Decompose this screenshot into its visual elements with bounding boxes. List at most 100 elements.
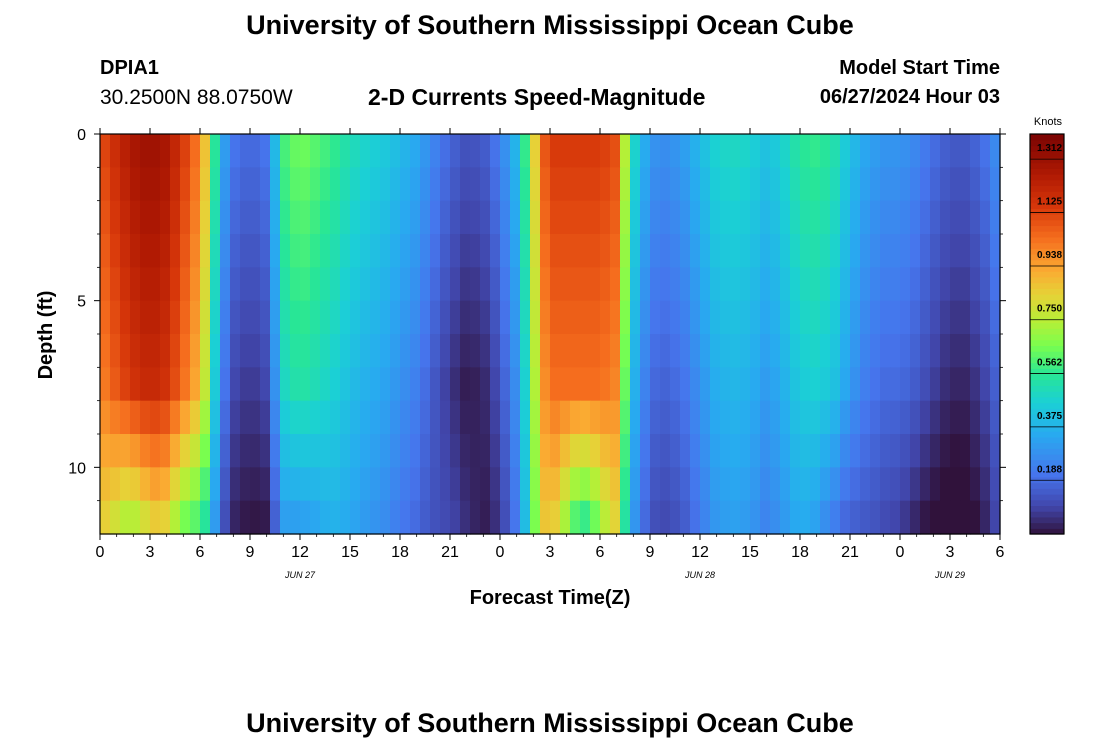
heatmap-cell [730, 234, 741, 268]
heatmap-cell [560, 267, 571, 302]
heatmap-cell [190, 267, 201, 302]
heatmap-cell [520, 367, 531, 402]
heatmap-cell [190, 200, 201, 235]
heatmap-cell [300, 400, 311, 435]
heatmap-cell [370, 467, 381, 502]
heatmap-cell [820, 234, 831, 268]
heatmap-cell [730, 334, 741, 368]
heatmap-cell [690, 434, 701, 468]
heatmap-cell [280, 134, 291, 168]
heatmap-cell [510, 267, 521, 302]
heatmap-cell [690, 367, 701, 402]
heatmap-cell [490, 367, 501, 402]
heatmap-cell [860, 434, 871, 468]
heatmap-cell [920, 167, 931, 202]
heatmap-cell [700, 267, 711, 302]
colorbar-tick-label: 1.312 [1037, 143, 1062, 154]
heatmap-cell [500, 134, 511, 168]
heatmap-cell [160, 267, 171, 302]
heatmap-cell [500, 434, 511, 468]
heatmap-cell [890, 200, 901, 235]
heatmap-cell [700, 167, 711, 202]
heatmap-cell [340, 300, 351, 335]
heatmap-cell [120, 500, 131, 535]
heatmap-cell [960, 267, 971, 302]
heatmap-cell [200, 134, 211, 168]
heatmap-cell [620, 300, 631, 335]
colorbar-segment [1030, 379, 1064, 387]
heatmap-cell [490, 134, 501, 168]
heatmap-cell [970, 434, 981, 468]
heatmap-cell [800, 267, 811, 302]
heatmap-cell [570, 467, 581, 502]
colorbar-segment [1030, 522, 1064, 529]
heatmap-cell [910, 467, 921, 502]
heatmap-cell [130, 300, 141, 335]
heatmap-cell [410, 467, 421, 502]
heatmap-cell [120, 400, 131, 435]
heatmap-cell [800, 167, 811, 202]
heatmap-cell [910, 267, 921, 302]
heatmap-cell [860, 367, 871, 402]
heatmap-cell [500, 400, 511, 435]
heatmap-cell [340, 367, 351, 402]
heatmap-cell [990, 434, 1001, 468]
heatmap-cell [590, 300, 601, 335]
heatmap-cell [470, 334, 481, 368]
heatmap-cell [250, 200, 261, 235]
heatmap-cell [660, 434, 671, 468]
colorbar-segment [1030, 442, 1064, 449]
heatmap-cell [870, 334, 881, 368]
colorbar-segment [1030, 499, 1064, 507]
colorbar-segment [1030, 151, 1064, 158]
heatmap-cell [430, 334, 441, 368]
heatmap-cell [840, 367, 851, 402]
heatmap-cell [480, 434, 491, 468]
heatmap-cell [240, 267, 251, 302]
colorbar-segment [1030, 356, 1064, 364]
heatmap-cell [380, 234, 391, 268]
heatmap-cell [400, 467, 411, 502]
heatmap-cell [170, 467, 181, 502]
heatmap-cell [100, 267, 111, 302]
heatmap-cell [970, 500, 981, 535]
heatmap-cell [180, 400, 191, 435]
heatmap-cell [930, 234, 941, 268]
heatmap-cell [740, 200, 751, 235]
heatmap-cell [740, 367, 751, 402]
heatmap-cell [160, 467, 171, 502]
heatmap-cell [960, 200, 971, 235]
heatmap-cell [910, 500, 921, 535]
heatmap-cell [170, 134, 181, 168]
heatmap-cell [630, 234, 641, 268]
heatmap-cell [770, 434, 781, 468]
heatmap-cell [360, 267, 371, 302]
heatmap-cell [470, 167, 481, 202]
heatmap-cell [500, 167, 511, 202]
colorbar-segment [1030, 374, 1064, 381]
heatmap-cell [250, 134, 261, 168]
colorbar-segment [1030, 305, 1064, 312]
heatmap-cell [450, 234, 461, 268]
heatmap-cell [820, 167, 831, 202]
heatmap-cell [160, 367, 171, 402]
heatmap-cell [710, 434, 721, 468]
heatmap-cell [380, 467, 391, 502]
heatmap-cell [820, 367, 831, 402]
heatmap-cell [500, 467, 511, 502]
heatmap-cell [230, 400, 241, 435]
heatmap-cell [470, 300, 481, 335]
heatmap-cell [100, 167, 111, 202]
heatmap-cell [980, 134, 991, 168]
heatmap-cell [890, 400, 901, 435]
heatmap-cell [930, 367, 941, 402]
heatmap-cell [670, 267, 681, 302]
heatmap-cell [480, 500, 491, 535]
heatmap-cell [200, 200, 211, 235]
colorbar-segment [1030, 271, 1064, 278]
heatmap-cell [890, 367, 901, 402]
heatmap-cell [800, 367, 811, 402]
heatmap-cell [230, 467, 241, 502]
heatmap-cell [300, 467, 311, 502]
heatmap-cell [810, 134, 821, 168]
